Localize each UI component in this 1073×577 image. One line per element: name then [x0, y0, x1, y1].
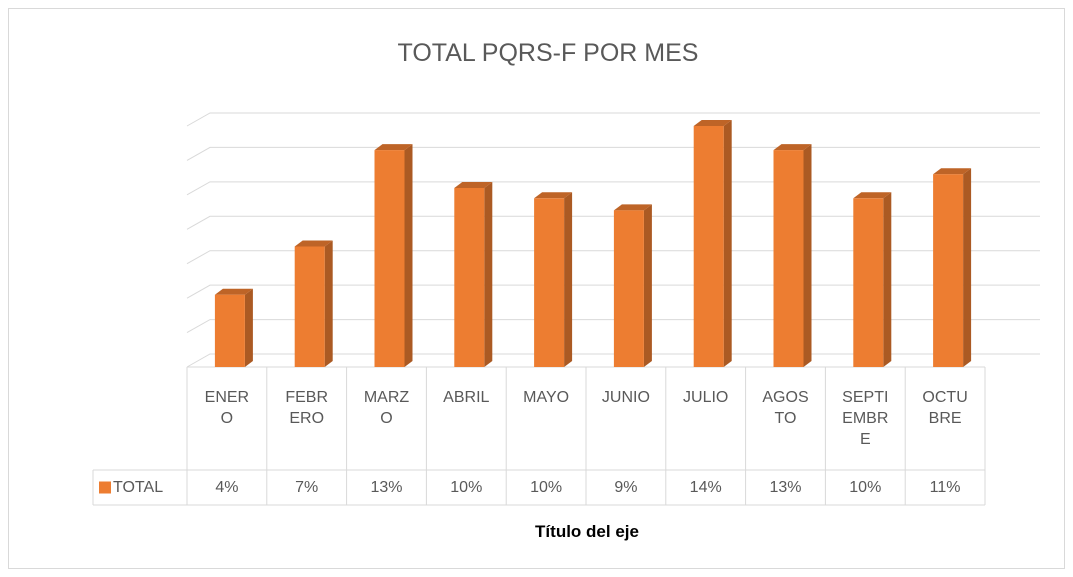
bar-top	[693, 120, 732, 126]
bar-side	[883, 192, 892, 367]
bar-side	[963, 168, 972, 367]
x-tick-label: FEBRERO	[285, 389, 329, 427]
grid-line	[186, 284, 1040, 299]
bar	[374, 150, 405, 367]
grid-line	[186, 146, 1040, 161]
grid-line	[186, 215, 1040, 230]
bar-side	[803, 144, 812, 367]
data-label: 13%	[370, 479, 403, 496]
bar-top	[534, 192, 573, 199]
x-tick-label: JULIO	[683, 389, 729, 406]
bar-top	[613, 204, 652, 211]
bar	[853, 198, 884, 367]
data-label: 9%	[614, 479, 638, 496]
x-tick-label: ABRIL	[443, 389, 490, 406]
data-label: 14%	[689, 479, 722, 496]
x-tick-label: JUNIO	[601, 389, 650, 406]
bar-side	[244, 288, 253, 367]
grid-line	[186, 353, 1040, 368]
bar-top	[773, 144, 812, 151]
bar	[613, 210, 644, 367]
grid-line	[186, 181, 1040, 196]
data-label: 7%	[295, 479, 319, 496]
data-label: 4%	[215, 479, 239, 496]
bar-top	[933, 168, 972, 175]
x-tick-label: ENERO	[204, 389, 250, 427]
x-axis-title: Título del eje	[535, 522, 639, 541]
x-tick-label: MARZO	[363, 389, 410, 427]
grid-line	[186, 319, 1040, 334]
legend-swatch	[99, 481, 111, 494]
bar-side	[643, 204, 652, 367]
bar-side	[564, 192, 573, 367]
bar-top	[853, 192, 892, 199]
bar	[534, 198, 565, 367]
data-label: 11%	[929, 479, 961, 496]
chart-frame	[8, 8, 1065, 569]
data-label: 13%	[769, 479, 802, 496]
bar	[933, 174, 964, 367]
bar-top	[374, 144, 413, 151]
bar-side	[404, 144, 413, 367]
grid-line	[186, 112, 1040, 127]
x-tick-label: OCTUBRE	[922, 389, 968, 427]
x-tick-label: AGOSTO	[762, 389, 809, 427]
chart-title: TOTAL PQRS-F POR MES	[397, 39, 699, 67]
x-tick-label: SEPTIEMBRE	[842, 389, 889, 448]
data-label: 10%	[530, 479, 563, 496]
data-label: 10%	[450, 479, 483, 496]
data-label: 10%	[849, 479, 882, 496]
x-tick-label: MAYO	[523, 389, 570, 406]
bar-top	[454, 181, 493, 188]
bar-top	[214, 288, 253, 295]
bar-side	[484, 181, 493, 367]
bar	[294, 246, 325, 367]
bar	[693, 126, 724, 367]
bar-side	[723, 120, 732, 367]
bar-side	[324, 240, 333, 367]
bar	[773, 150, 804, 367]
bar	[214, 294, 245, 367]
bar-top	[294, 240, 333, 247]
bar	[454, 187, 485, 367]
grid-line	[186, 250, 1040, 265]
legend-label: TOTAL	[113, 479, 164, 496]
